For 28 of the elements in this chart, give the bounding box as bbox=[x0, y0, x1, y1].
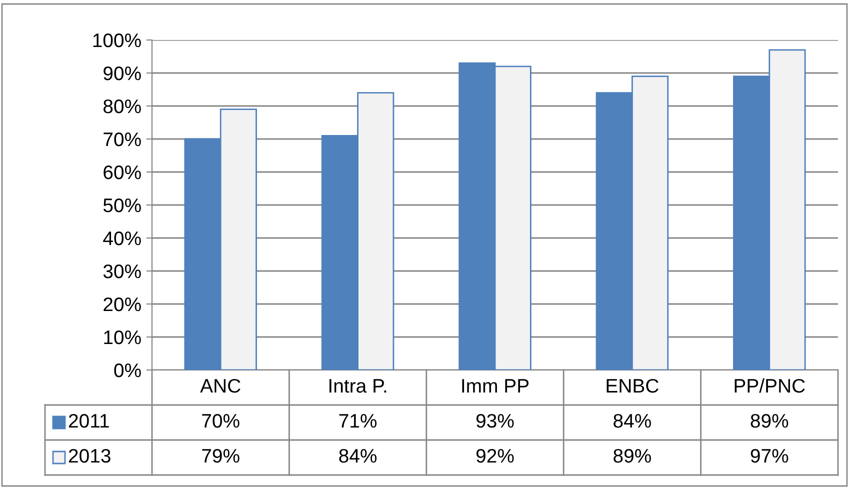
y-tick-label: 90% bbox=[104, 66, 141, 80]
y-tick-label: 30% bbox=[103, 264, 141, 278]
y-tick-label: 70% bbox=[104, 132, 141, 146]
data-label: 79% bbox=[202, 448, 240, 463]
data-label: 70% bbox=[202, 414, 240, 428]
data-label: 71% bbox=[339, 414, 377, 428]
x-tick-label: Imm PP bbox=[462, 379, 529, 393]
legend-label: 2013 bbox=[68, 448, 110, 463]
x-tick-label: Intra P. bbox=[330, 379, 386, 393]
y-tick-label: 20% bbox=[104, 297, 141, 312]
y-tick-label: 60% bbox=[104, 165, 141, 180]
data-label: 93% bbox=[476, 414, 514, 428]
data-label: 84% bbox=[614, 414, 651, 428]
x-tick-label: ANC bbox=[200, 378, 240, 393]
y-tick-label: 80% bbox=[104, 99, 141, 114]
data-label: 89% bbox=[750, 414, 788, 428]
data-label: 97% bbox=[750, 448, 788, 463]
data-label: 89% bbox=[614, 448, 651, 463]
x-tick-label: ENBC bbox=[606, 378, 658, 393]
data-label: 84% bbox=[339, 448, 377, 463]
y-tick-label: 10% bbox=[104, 330, 141, 344]
legend-label: 2011 bbox=[68, 414, 109, 428]
y-tick-label: 50% bbox=[103, 198, 141, 212]
data-label: 92% bbox=[476, 448, 514, 463]
y-tick-label: 100% bbox=[93, 33, 141, 48]
x-tick-label: PP/PNC bbox=[734, 378, 805, 393]
y-tick-label: 40% bbox=[103, 231, 141, 246]
y-tick-label: 0% bbox=[114, 363, 141, 378]
